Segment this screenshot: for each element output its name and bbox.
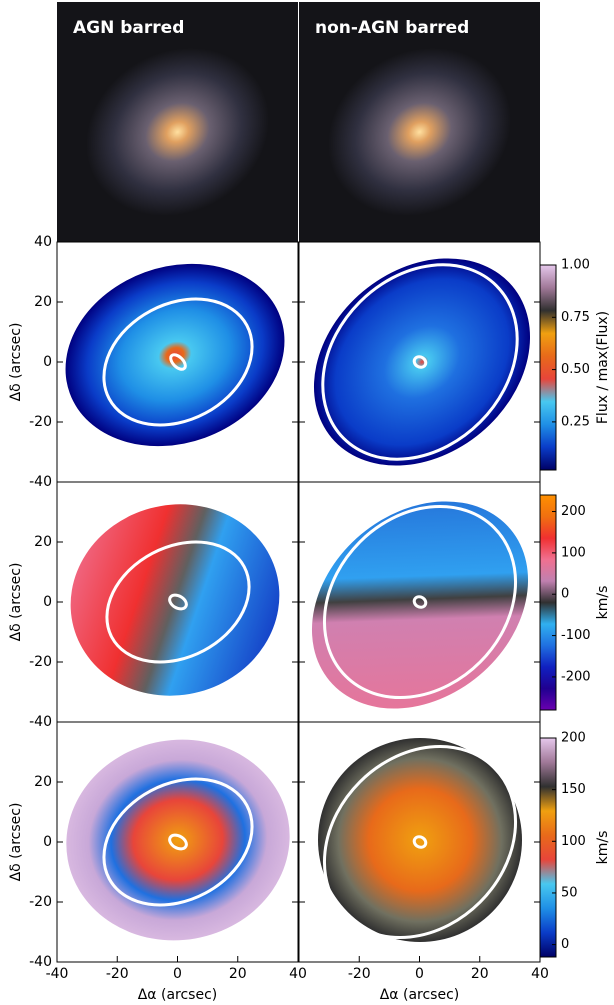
y-tick-label: 20: [34, 294, 52, 310]
y-axis-label: Δδ (arcsec): [8, 323, 24, 402]
y-tick-label: 20: [34, 534, 52, 550]
aperture-ellipse: [412, 595, 428, 609]
y-tick-label: -20: [29, 894, 52, 910]
colorbar-label: Flux / max(Flux): [595, 311, 611, 424]
colorbar: [539, 737, 557, 958]
x-axis-label: Δα (arcsec): [380, 987, 460, 1003]
colorbar-tick-label: 50: [561, 885, 578, 900]
colorbar-tick-label: 1.00: [561, 258, 590, 273]
x-tick-label: -20: [106, 966, 129, 982]
y-tick-label: 0: [43, 594, 52, 610]
galaxy: [328, 47, 511, 217]
colorbar-tick-label: 0.50: [561, 362, 590, 377]
aperture-ellipse: [412, 355, 428, 369]
colorbar-label: km/s: [595, 831, 611, 865]
aperture-ellipse: [168, 833, 188, 851]
y-tick-label: 0: [43, 354, 52, 370]
aperture-ellipse: [102, 297, 254, 427]
y-axis-label: Δδ (arcsec): [8, 803, 24, 882]
map-image: [311, 501, 529, 709]
x-axis-label: Δα (arcsec): [138, 987, 218, 1003]
colorbar-tick-label: 200: [561, 504, 586, 519]
y-tick-label: 20: [34, 774, 52, 790]
y-tick-label: -40: [29, 954, 52, 970]
colorbar-tick-label: 0: [561, 937, 569, 952]
aperture-ellipse: [102, 777, 254, 907]
colorbar-tick-label: 0: [561, 587, 569, 602]
aperture-ellipse: [169, 353, 187, 371]
x-tick-label: -40: [46, 966, 69, 982]
colorbar: [539, 264, 557, 471]
colorbar-tick-label: 150: [561, 782, 586, 797]
x-tick-label: 0: [173, 966, 182, 982]
colorbar-tick-label: 100: [561, 834, 586, 849]
y-tick-label: -20: [29, 414, 52, 430]
x-tick-label: 20: [471, 966, 489, 982]
panel-title: AGN barred: [73, 18, 184, 38]
x-tick-label: 40: [289, 966, 307, 982]
colorbar-tick-label: -200: [561, 669, 591, 684]
colorbar-tick-label: 0.25: [561, 414, 590, 429]
y-tick-label: 40: [34, 234, 52, 250]
panel-title: non-AGN barred: [315, 18, 469, 38]
x-tick-label: 40: [531, 966, 549, 982]
y-tick-label: -40: [29, 714, 52, 730]
aperture-ellipse: [168, 593, 188, 611]
y-tick-label: -40: [29, 474, 52, 490]
map-image: [318, 738, 522, 942]
map-image: [70, 504, 280, 696]
colorbar-tick-label: 0.75: [561, 310, 590, 325]
y-axis-label: Δδ (arcsec): [8, 563, 24, 642]
aperture-ellipse: [322, 744, 518, 940]
colorbar: [539, 494, 557, 711]
colorbar-tick-label: 200: [561, 731, 586, 746]
aperture-ellipse: [105, 540, 251, 664]
colorbar-label: km/s: [595, 586, 611, 620]
map-image: [313, 258, 531, 466]
x-tick-label: 20: [229, 966, 247, 982]
y-tick-label: -20: [29, 654, 52, 670]
colorbar-tick-label: -100: [561, 628, 591, 643]
colorbar-tick-label: 100: [561, 545, 586, 560]
aperture-ellipse: [321, 263, 519, 461]
galaxy: [86, 47, 269, 217]
aperture-ellipse: [322, 504, 518, 700]
aperture-ellipse: [412, 835, 428, 849]
x-tick-label: 0: [415, 966, 424, 982]
x-tick-label: -20: [348, 966, 371, 982]
y-tick-label: 0: [43, 834, 52, 850]
